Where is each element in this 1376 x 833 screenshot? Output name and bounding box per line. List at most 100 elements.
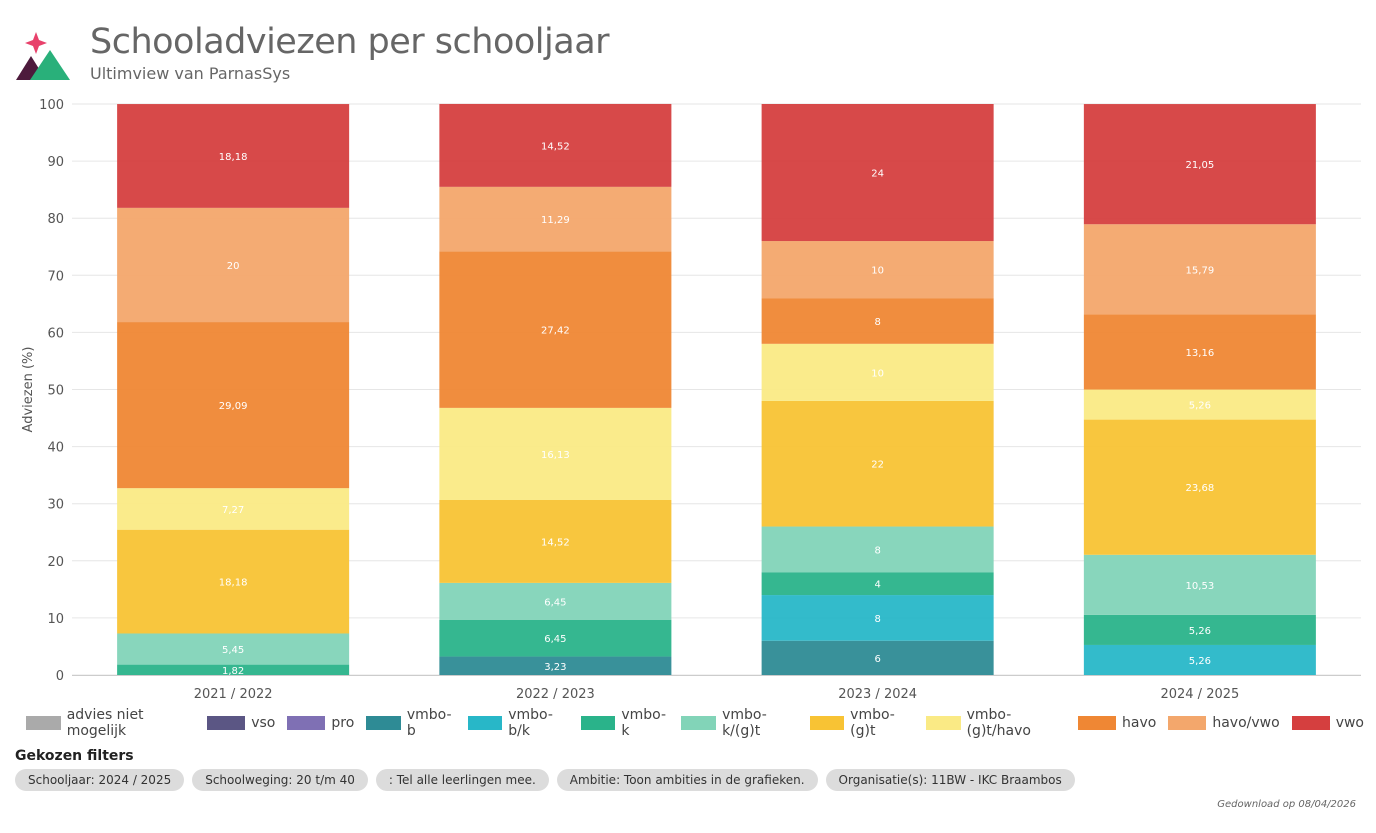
page-title: Schooladviezen per schooljaar — [90, 22, 610, 62]
bar-segment — [439, 656, 672, 675]
bar-segment — [1083, 104, 1316, 225]
filter-chip: Ambitie: Toon ambities in de grafieken. — [556, 769, 818, 791]
y-tick-label: 40 — [47, 441, 64, 456]
legend-item[interactable]: vso — [207, 715, 275, 731]
legend-item[interactable]: pro — [287, 715, 354, 731]
y-tick-label: 20 — [47, 555, 64, 570]
legend-item[interactable]: havo/vwo — [1168, 715, 1280, 731]
legend-swatch — [580, 716, 616, 730]
legend-label: vmbo-k — [621, 707, 667, 739]
filter-chip: Schoolweging: 20 t/m 40 — [192, 769, 368, 791]
legend-swatch — [26, 716, 61, 730]
y-tick-label: 50 — [47, 384, 64, 399]
legend-item[interactable]: vmbo-k — [580, 707, 670, 739]
legend-swatch — [925, 716, 961, 730]
legend-label: vwo — [1335, 715, 1364, 731]
y-tick-label: 60 — [47, 326, 64, 341]
legend-item[interactable]: vwo — [1291, 715, 1364, 731]
y-tick-label: 100 — [39, 98, 64, 113]
chart-legend: advies niet mogelijk vso pro vmbo-b vmbo-b/k… — [26, 707, 1376, 739]
legend-swatch — [1078, 716, 1117, 730]
data-label: 8 — [874, 545, 880, 556]
data-label: 6,45 — [544, 597, 566, 608]
legend-label: vmbo-b — [406, 707, 452, 739]
bar-segment — [439, 619, 672, 657]
legend-swatch — [467, 716, 503, 730]
legend-swatch — [1291, 716, 1330, 730]
bar-segment — [439, 186, 672, 252]
bar-segment — [117, 322, 350, 489]
legend-item[interactable]: vmbo-b/k — [467, 707, 569, 739]
legend-label: vmbo-k/(g)t — [722, 707, 767, 739]
data-label: 5,26 — [1189, 401, 1211, 412]
legend-label: vso — [251, 715, 276, 731]
data-label: 22 — [871, 460, 884, 471]
data-label: 10 — [871, 368, 884, 379]
data-label: 29,09 — [219, 401, 248, 412]
data-label: 27,42 — [541, 326, 570, 337]
bar-segment — [117, 529, 350, 634]
data-label: 6 — [874, 654, 880, 665]
bar-segment — [761, 526, 994, 573]
legend-item[interactable]: vmbo-(g)t/havo — [925, 707, 1066, 739]
data-label: 6,45 — [544, 634, 566, 645]
y-tick-label: 80 — [47, 212, 64, 227]
filter-chip: Organisatie(s): 11BW - IKC Braambos — [825, 769, 1075, 791]
bar-segment — [761, 104, 994, 242]
data-label: 13,16 — [1186, 348, 1215, 359]
bar-segment — [761, 572, 994, 596]
data-label: 1,82 — [222, 666, 244, 677]
legend-label: havo/vwo — [1212, 715, 1280, 731]
data-label: 18,18 — [219, 578, 248, 589]
bar-segment — [761, 343, 994, 401]
stacked-bar-chart: 0 10 20 30 40 50 60 70 80 90 100 Adviezen (%) 1,82 5,… — [21, 98, 1361, 702]
data-label: 15,79 — [1186, 265, 1215, 276]
legend-swatch — [287, 716, 326, 730]
bar-segment — [761, 241, 994, 299]
filters-title: Gekozen filters — [15, 748, 134, 764]
y-tick-label: 70 — [47, 269, 64, 284]
bar-segment — [439, 499, 672, 583]
data-label: 14,52 — [541, 537, 570, 548]
data-label: 10 — [871, 266, 884, 277]
data-label: 16,13 — [541, 450, 570, 461]
bar-segment — [761, 640, 994, 675]
legend-swatch — [809, 716, 845, 730]
bar-segment — [761, 400, 994, 527]
data-label: 10,53 — [1186, 581, 1215, 592]
parnassys-logo-icon — [16, 32, 70, 80]
bar-segment — [1083, 389, 1316, 420]
bar-segment — [761, 298, 994, 344]
bar-segment — [1083, 614, 1316, 645]
x-tick-label: 2022 / 2023 — [516, 687, 595, 702]
legend-label: vmbo-b/k — [508, 707, 553, 739]
legend-item[interactable]: havo — [1078, 715, 1156, 731]
x-tick-label: 2021 / 2022 — [194, 687, 273, 702]
legend-swatch — [1168, 716, 1207, 730]
legend-swatch — [366, 716, 401, 730]
legend-item[interactable]: vmbo-b — [366, 707, 455, 739]
data-label: 24 — [871, 169, 884, 180]
filter-chip: : Tel alle leerlingen mee. — [375, 769, 549, 791]
data-label: 5,45 — [222, 645, 244, 656]
bar-segment — [117, 104, 350, 208]
bar-segment — [439, 407, 672, 500]
y-tick-label: 90 — [47, 155, 64, 170]
legend-swatch — [681, 716, 717, 730]
data-label: 21,05 — [1186, 160, 1215, 171]
legend-item[interactable]: vmbo-k/(g)t — [681, 707, 797, 739]
page-subtitle: Ultimview van ParnasSys — [90, 64, 291, 83]
y-axis-label: Adviezen (%) — [21, 347, 36, 433]
bar-segment — [117, 488, 350, 530]
legend-label: pro — [331, 715, 355, 731]
bar-segment — [439, 103, 672, 187]
data-label: 11,29 — [541, 215, 570, 226]
y-tick-label: 10 — [47, 612, 64, 627]
data-label: 5,26 — [1189, 626, 1211, 637]
legend-item[interactable]: advies niet mogelijk — [26, 707, 195, 739]
data-label: 18,18 — [219, 152, 248, 163]
y-tick-label: 0 — [56, 669, 64, 684]
download-date: Gedownload op 08/04/2026 — [1217, 799, 1356, 810]
legend-item[interactable]: vmbo-(g)t — [809, 707, 914, 739]
bar-segment — [761, 595, 994, 641]
